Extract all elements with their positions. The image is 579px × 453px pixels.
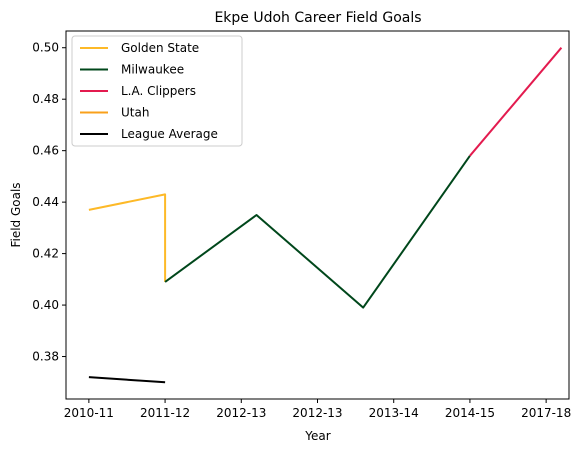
plot-lines bbox=[88, 47, 563, 384]
legend-label: L.A. Clippers bbox=[121, 84, 196, 98]
series-line-4 bbox=[88, 376, 166, 384]
y-axis-label: Field Goals bbox=[9, 182, 23, 247]
x-tick-label: 2017-18 bbox=[521, 406, 571, 420]
x-tick-label: 2012-13 bbox=[216, 406, 266, 420]
chart-title: Ekpe Udoh Career Field Goals bbox=[214, 10, 421, 26]
x-tick-label: 2010-11 bbox=[64, 406, 114, 420]
y-tick-label: 0.44 bbox=[32, 195, 59, 209]
y-tick-label: 0.38 bbox=[32, 350, 59, 364]
legend-label: Utah bbox=[121, 106, 149, 120]
x-tick-label: 2014-15 bbox=[445, 406, 495, 420]
x-axis-ticks: 2010-11 2011-12 2012-13 2012-13 2013-14 2014-… bbox=[64, 399, 571, 420]
y-axis-ticks: 0.38 0.40 0.42 0.44 0.46 0.48 0.50 bbox=[32, 41, 66, 364]
series-line-2 bbox=[469, 47, 563, 157]
legend-label: League Average bbox=[121, 127, 218, 141]
y-tick-label: 0.42 bbox=[32, 247, 59, 261]
y-tick-label: 0.48 bbox=[32, 92, 59, 106]
legend: Golden State Milwaukee L.A. Clippers Utah Le… bbox=[71, 35, 243, 147]
series-line-0 bbox=[88, 193, 167, 282]
y-tick-label: 0.40 bbox=[32, 298, 59, 312]
legend-box bbox=[71, 35, 243, 147]
x-axis-label: Year bbox=[304, 429, 330, 443]
series-line-1 bbox=[164, 155, 471, 309]
legend-label: Golden State bbox=[121, 41, 199, 55]
legend-label: Milwaukee bbox=[121, 63, 184, 77]
x-tick-label: 2013-14 bbox=[369, 406, 419, 420]
y-tick-label: 0.46 bbox=[32, 144, 59, 158]
x-tick-label: 2011-12 bbox=[140, 406, 190, 420]
y-tick-label: 0.50 bbox=[32, 41, 59, 55]
x-tick-label: 2012-13 bbox=[292, 406, 342, 420]
